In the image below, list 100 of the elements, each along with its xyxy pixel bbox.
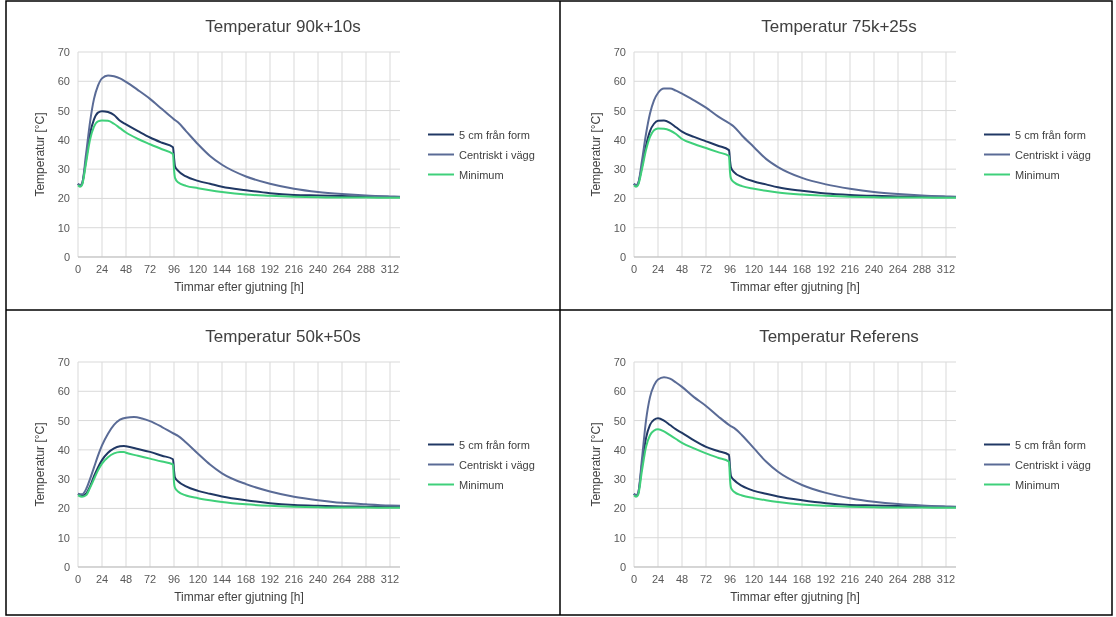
x-tick-label: 312 [380,263,400,275]
y-tick-label: 20 [57,192,70,205]
y-tick-label: 30 [57,163,70,176]
x-tick-label: 0 [630,263,638,275]
y-tick-label: 10 [57,221,70,234]
x-tick-label: 192 [260,263,280,275]
line-series [77,416,401,507]
x-tick-label: 216 [840,263,860,275]
y-tick-label: 50 [57,414,70,427]
line-series [633,376,957,508]
x-tick-label: 120 [188,573,208,585]
y-tick-label: 10 [613,531,626,544]
x-tick-label: 96 [167,263,181,275]
x-tick-label: 72 [143,573,157,585]
x-tick-label: 192 [816,263,836,275]
x-tick-label: 264 [888,573,908,585]
y-tick-label: 60 [613,75,626,88]
x-tick-label: 312 [380,573,400,585]
x-tick-label: 48 [675,263,689,275]
x-tick-label: 0 [630,573,638,585]
y-tick-label: 60 [57,75,70,88]
x-axis-title: Timmar efter gjutning [h] [174,280,304,294]
x-tick-label: 216 [284,573,304,585]
x-tick-label: 288 [356,573,376,585]
y-tick-label: 0 [619,561,626,573]
y-tick-label: 0 [619,251,626,263]
chart-title: Temperatur 75k+25s [761,17,917,36]
y-tick-label: 0 [63,251,70,263]
x-tick-label: 144 [768,573,788,585]
y-tick-label: 30 [57,473,70,486]
legend-label: 5 cm från form [459,128,530,141]
x-tick-label: 168 [236,263,256,275]
x-tick-label: 48 [675,573,689,585]
x-tick-label: 24 [651,573,665,585]
x-axis-title: Timmar efter gjutning [h] [730,590,860,604]
x-tick-label: 312 [936,573,956,585]
y-tick-label: 40 [57,133,70,146]
y-tick-label: 10 [613,221,626,234]
y-tick-label: 20 [613,192,626,205]
chart-title: Temperatur Referens [759,327,919,346]
x-tick-label: 120 [744,573,764,585]
x-tick-label: 312 [936,263,956,275]
y-tick-label: 70 [613,46,626,58]
legend-label: Centriskt i vägg [1015,148,1091,161]
x-tick-label: 144 [768,263,788,275]
x-tick-label: 96 [723,263,737,275]
legend-label: Centriskt i vägg [459,148,535,161]
y-tick-label: 40 [57,443,70,456]
x-tick-label: 216 [284,263,304,275]
x-tick-label: 24 [95,263,109,275]
x-tick-label: 264 [332,573,352,585]
y-tick-label: 40 [613,133,626,146]
x-tick-label: 168 [792,573,812,585]
y-tick-label: 60 [57,385,70,398]
x-tick-label: 0 [74,263,82,275]
legend-label: Minimum [459,478,504,491]
y-tick-label: 40 [613,443,626,456]
x-tick-label: 96 [723,573,737,585]
x-tick-label: 96 [167,573,181,585]
x-tick-label: 120 [188,263,208,275]
chart-title: Temperatur 90k+10s [205,17,361,36]
y-tick-label: 30 [613,163,626,176]
y-tick-label: 10 [57,531,70,544]
x-tick-label: 216 [840,573,860,585]
x-tick-label: 264 [332,263,352,275]
x-tick-label: 192 [260,573,280,585]
x-tick-label: 240 [864,573,884,585]
y-axis-title: Temperatur [°C] [33,112,47,197]
y-tick-label: 70 [57,356,70,368]
line-series [77,74,401,198]
x-tick-label: 72 [699,263,713,275]
y-axis-title: Temperatur [°C] [589,112,603,197]
x-tick-label: 120 [744,263,764,275]
chart-title: Temperatur 50k+50s [205,327,361,346]
legend-label: 5 cm från form [459,438,530,451]
x-tick-label: 240 [308,263,328,275]
legend-label: Centriskt i vägg [459,458,535,471]
y-tick-label: 30 [613,473,626,486]
x-tick-label: 24 [95,573,109,585]
y-tick-label: 70 [613,356,626,368]
line-series [633,87,957,198]
x-tick-label: 0 [74,573,82,585]
legend-label: Minimum [1015,168,1060,181]
x-tick-label: 240 [864,263,884,275]
x-tick-label: 288 [912,263,932,275]
x-tick-label: 168 [236,573,256,585]
y-axis-title: Temperatur [°C] [589,422,603,507]
x-tick-label: 48 [119,263,133,275]
legend-label: 5 cm från form [1015,438,1086,451]
x-tick-label: 72 [143,263,157,275]
y-axis-title: Temperatur [°C] [33,422,47,507]
y-tick-label: 20 [57,502,70,515]
x-tick-label: 192 [816,573,836,585]
x-tick-label: 240 [308,573,328,585]
x-tick-label: 144 [212,263,232,275]
legend-label: Minimum [1015,478,1060,491]
y-tick-label: 50 [613,414,626,427]
legend-label: Centriskt i vägg [1015,458,1091,471]
x-tick-label: 264 [888,263,908,275]
x-tick-label: 168 [792,263,812,275]
